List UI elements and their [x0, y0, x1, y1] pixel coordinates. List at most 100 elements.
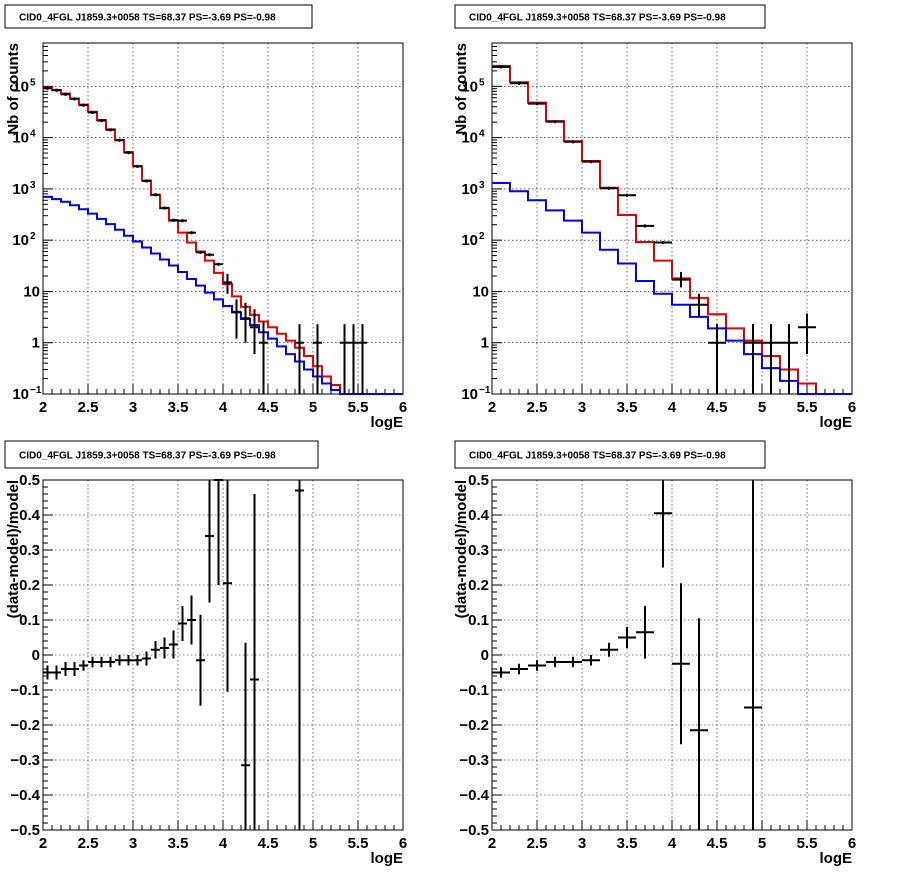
y-tick-label: 0.2	[19, 577, 40, 594]
x-tick-label: 2.5	[78, 835, 99, 852]
y-tick-label: 1	[32, 335, 40, 352]
x-tick-label: 5.5	[348, 835, 369, 852]
chart-panel-counts-right: CID0_4FGL J1859.3+0058 TS=68.37 PS=-3.69…	[453, 4, 856, 431]
y-tick-label: 0.1	[468, 612, 489, 629]
y-tick-exponent: 3	[479, 180, 485, 191]
y-tick-label: −0.5	[10, 822, 40, 839]
y-tick-exponent: 5	[479, 77, 485, 88]
y-tick-exponent: 2	[479, 231, 485, 242]
x-tick-label: 5.5	[348, 399, 369, 416]
x-tick-label: 5.5	[797, 399, 818, 416]
y-tick-label: 10	[12, 181, 29, 198]
y-tick-label: 10	[12, 78, 29, 95]
x-tick-label: 5	[309, 835, 317, 852]
y-tick-label: 10	[23, 283, 40, 300]
y-tick-label: 10	[472, 283, 489, 300]
x-tick-label: 4	[219, 399, 228, 416]
x-axis-title: logE	[371, 414, 404, 431]
x-tick-label: 3	[129, 835, 137, 852]
y-axis-title: Nb of counts	[5, 43, 22, 135]
x-tick-label: 6	[848, 835, 856, 852]
y-tick-label: 10	[12, 386, 29, 403]
x-tick-label: 6	[399, 399, 407, 416]
y-tick-label: 1	[481, 335, 489, 352]
y-tick-label: 10	[461, 130, 478, 147]
x-tick-label: 2.5	[527, 835, 548, 852]
x-tick-label: 5	[758, 399, 766, 416]
x-tick-label: 4	[668, 399, 677, 416]
y-tick-label: −0.3	[10, 752, 40, 769]
y-tick-exponent: 3	[30, 180, 36, 191]
x-tick-label: 4	[668, 835, 677, 852]
x-tick-label: 6	[399, 835, 407, 852]
y-tick-label: −0.2	[10, 717, 40, 734]
y-tick-exponent: 4	[479, 129, 485, 140]
y-tick-label: −0.4	[459, 787, 489, 804]
series-line-component_model	[492, 182, 852, 395]
x-tick-label: 3.5	[617, 835, 638, 852]
x-tick-label: 5	[309, 399, 317, 416]
x-tick-label: 5	[758, 835, 766, 852]
y-tick-exponent: −1	[30, 385, 42, 396]
x-tick-label: 6	[848, 399, 856, 416]
y-tick-label: −0.1	[10, 682, 40, 699]
y-tick-exponent: 4	[30, 129, 36, 140]
y-axis-title: (data-model)/model	[453, 480, 470, 618]
y-tick-label: −0.4	[10, 787, 40, 804]
x-tick-label: 3	[578, 835, 586, 852]
y-tick-label: 10	[12, 130, 29, 147]
y-tick-label: 0.4	[468, 507, 490, 524]
y-tick-label: 0.5	[468, 472, 489, 489]
y-tick-label: 0.1	[19, 612, 40, 629]
x-tick-label: 3.5	[168, 399, 189, 416]
y-tick-exponent: 5	[30, 77, 36, 88]
chart-title: CID0_4FGL J1859.3+0058 TS=68.37 PS=-3.69…	[469, 13, 726, 24]
y-axis-title: (data-model)/model	[5, 480, 22, 618]
series-line-component_model	[43, 195, 403, 395]
y-tick-label: −0.1	[459, 682, 489, 699]
title-box	[4, 440, 319, 469]
x-tick-label: 3.5	[617, 399, 638, 416]
x-tick-label: 2	[39, 835, 47, 852]
y-tick-label: 10	[461, 232, 478, 249]
x-tick-label: 2.5	[78, 399, 99, 416]
y-tick-label: 0.5	[19, 472, 40, 489]
chart-panel-residual-right: CID0_4FGL J1859.3+0058 TS=68.37 PS=-3.69…	[453, 440, 856, 867]
y-tick-label: 0.3	[19, 542, 40, 559]
title-box	[454, 4, 766, 29]
y-tick-label: 10	[461, 386, 478, 403]
x-tick-label: 2.5	[527, 399, 548, 416]
y-tick-label: 0.4	[19, 507, 41, 524]
x-tick-label: 2	[488, 399, 496, 416]
x-axis-title: logE	[820, 414, 853, 431]
title-box	[4, 4, 313, 29]
y-tick-label: 0.2	[468, 577, 489, 594]
y-tick-exponent: 2	[30, 231, 36, 242]
x-tick-label: 5.5	[797, 835, 818, 852]
x-tick-label: 3	[129, 399, 137, 416]
x-tick-label: 4.5	[258, 835, 279, 852]
y-tick-label: 0	[481, 647, 489, 664]
y-tick-exponent: −1	[479, 385, 491, 396]
x-tick-label: 3	[578, 399, 586, 416]
chart-panel-residual-left: CID0_4FGL J1859.3+0058 TS=68.37 PS=-3.69…	[4, 440, 407, 867]
y-tick-label: 0	[32, 647, 40, 664]
chart-panel-counts-left: CID0_4FGL J1859.3+0058 TS=68.37 PS=-3.69…	[4, 4, 407, 431]
x-tick-label: 4.5	[707, 399, 728, 416]
y-axis-title: Nb of counts	[453, 43, 470, 135]
y-tick-label: −0.5	[459, 822, 489, 839]
y-tick-label: 10	[461, 181, 478, 198]
x-tick-label: 2	[488, 835, 496, 852]
x-axis-title: logE	[820, 850, 853, 867]
chart-title: CID0_4FGL J1859.3+0058 TS=68.37 PS=-3.69…	[469, 451, 726, 462]
y-tick-label: 10	[12, 232, 29, 249]
y-tick-label: −0.2	[459, 717, 489, 734]
x-tick-label: 2	[39, 399, 47, 416]
y-tick-label: 10	[461, 78, 478, 95]
title-box	[454, 440, 766, 469]
x-tick-label: 4.5	[707, 835, 728, 852]
x-tick-label: 4	[219, 835, 228, 852]
y-tick-label: −0.3	[459, 752, 489, 769]
x-tick-label: 3.5	[168, 835, 189, 852]
